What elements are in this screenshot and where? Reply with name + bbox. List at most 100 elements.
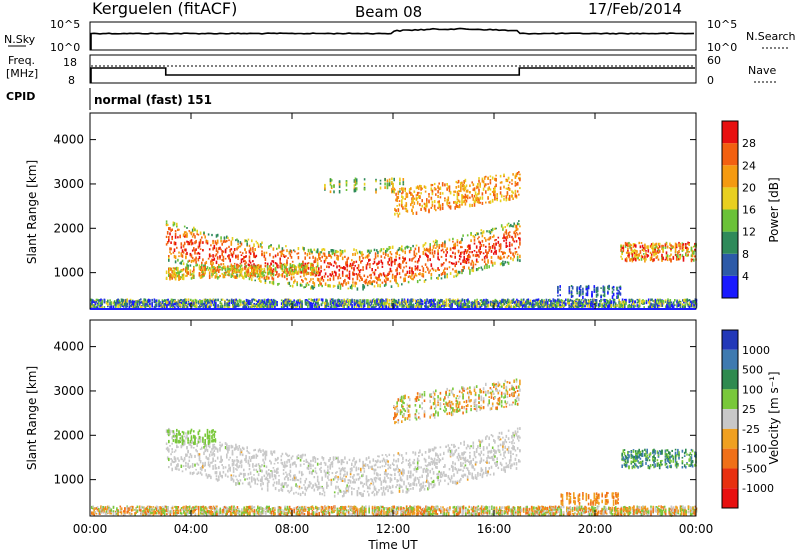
heatmap-cell (402, 207, 404, 210)
heatmap-cell (494, 194, 496, 198)
heatmap-cell (575, 304, 577, 308)
heatmap-cell (349, 299, 351, 302)
heatmap-cell (460, 251, 462, 256)
heatmap-cell (121, 298, 124, 302)
heatmap-cell (272, 255, 275, 259)
heatmap-cell (272, 305, 275, 308)
heatmap-cell (230, 248, 233, 251)
heatmap-cell (493, 234, 495, 238)
heatmap-cell (612, 298, 615, 302)
heatmap-cell (249, 274, 252, 278)
heatmap-cell (559, 300, 561, 303)
heatmap-cell (454, 264, 456, 268)
heatmap-cell (485, 201, 487, 204)
heatmap-cell (549, 305, 551, 309)
heatmap-cell (610, 304, 612, 307)
heatmap-cell (354, 303, 357, 306)
heatmap-cell (234, 302, 236, 305)
heatmap-cell (628, 299, 631, 304)
heatmap-cell (417, 301, 419, 304)
heatmap-cell (415, 300, 417, 303)
heatmap-cell (223, 274, 226, 279)
heatmap-cell (430, 196, 433, 199)
heatmap-cell (297, 264, 300, 268)
heatmap-cell (604, 299, 607, 301)
heatmap-cell (429, 299, 432, 303)
heatmap-cell (691, 300, 693, 303)
heatmap-cell (243, 306, 245, 309)
heatmap-cell (465, 184, 468, 188)
heatmap-cell (456, 204, 459, 209)
heatmap-cell (324, 282, 327, 286)
heatmap-cell (224, 304, 226, 307)
heatmap-cell (386, 179, 389, 183)
heatmap-cell (165, 303, 167, 306)
heatmap-cell (618, 298, 620, 301)
heatmap-cell (318, 270, 320, 274)
heatmap-cell (421, 187, 423, 190)
heatmap-cell (313, 282, 316, 286)
heatmap-cell (480, 243, 483, 248)
heatmap-cell (387, 248, 389, 251)
heatmap-cell (593, 298, 595, 301)
heatmap-cell (99, 299, 101, 302)
heatmap-cell (329, 254, 331, 257)
heatmap-cell (580, 306, 583, 309)
heatmap-cell (227, 255, 229, 258)
heatmap-cell (360, 269, 362, 271)
heatmap-cell (168, 255, 170, 258)
heatmap-cell (352, 281, 354, 284)
heatmap-cell (405, 203, 408, 207)
heatmap-cell (636, 301, 639, 304)
heatmap-cell (473, 200, 476, 204)
heatmap-cell (214, 271, 217, 274)
heatmap-cell (406, 195, 409, 198)
heatmap-cell (624, 298, 626, 302)
heatmap-cell (509, 305, 511, 309)
heatmap-cell (169, 275, 171, 279)
heatmap-cell (446, 274, 448, 279)
heatmap-cell (610, 300, 612, 304)
heatmap-cell (603, 303, 606, 308)
heatmap-cell (367, 304, 369, 307)
heatmap-cell (154, 303, 157, 307)
heatmap-cell (412, 205, 414, 209)
heatmap-cell (304, 286, 306, 288)
heatmap-cell (413, 250, 416, 254)
heatmap-cell (508, 224, 511, 228)
heatmap-cell (416, 268, 419, 271)
heatmap-cell (419, 185, 421, 187)
heatmap-cell (478, 177, 480, 180)
heatmap-cell (473, 187, 476, 191)
heatmap-cell (283, 255, 286, 258)
heatmap-cell (374, 302, 376, 305)
heatmap-cell (272, 302, 275, 306)
heatmap-cell (286, 269, 288, 272)
heatmap-cell (437, 304, 440, 308)
heatmap-cell (264, 257, 267, 262)
heatmap-cell (448, 266, 451, 269)
heatmap-cell (319, 272, 321, 276)
heatmap-cell (588, 301, 591, 305)
heatmap-cell (521, 304, 524, 308)
heatmap-cell (366, 275, 369, 278)
heatmap-cell (433, 200, 436, 204)
heatmap-cell (258, 276, 261, 280)
heatmap-cell (497, 236, 500, 239)
heatmap-cell (499, 299, 501, 303)
heatmap-cell (487, 301, 490, 304)
heatmap-cell (478, 179, 480, 183)
heatmap-cell (660, 304, 662, 307)
heatmap-cell (437, 256, 439, 260)
heatmap-cell (682, 303, 684, 306)
heatmap-cell (427, 300, 430, 304)
heatmap-cell (668, 305, 670, 309)
heatmap-cell (373, 271, 376, 273)
heatmap-cell (463, 257, 465, 261)
heatmap-cell (377, 277, 379, 281)
heatmap-cell (159, 302, 161, 305)
heatmap-cell (423, 247, 426, 252)
heatmap-cell (471, 300, 474, 303)
heatmap-cell (396, 303, 399, 307)
heatmap-cell (552, 302, 555, 306)
